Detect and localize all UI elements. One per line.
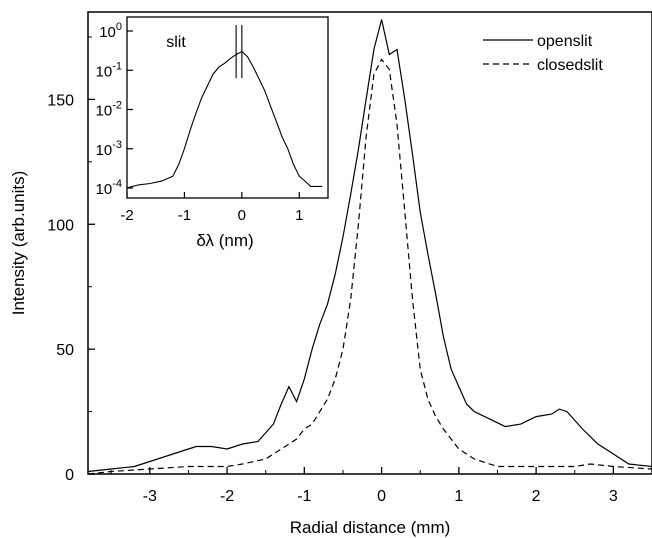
inset-x-tick-label: -1: [178, 207, 191, 224]
x-tick-label: -3: [143, 488, 157, 505]
inset-axis-ticks: -2 -1 0 1 100 10-1 10-2 10-3 10-4: [96, 21, 304, 224]
x-tick-label: 1: [454, 488, 463, 505]
inset-y-tick-label: 10-2: [96, 100, 122, 120]
inset-y-tick-label: 10-3: [96, 139, 122, 159]
main-series-group: [87, 19, 652, 475]
y-tick-label: 150: [47, 92, 74, 109]
y-tick-label: 0: [65, 467, 74, 484]
y-axis-title: Intensity (arb.units): [9, 171, 28, 316]
inset-x-axis-title: δλ (nm): [196, 231, 253, 250]
inset-title: slit: [166, 34, 186, 51]
x-axis-title: Radial distance (mm): [290, 518, 451, 537]
inset-x-tick-label: -2: [120, 207, 133, 224]
inset-plot: -2 -1 0 1 100 10-1 10-2 10-3 10-4 slit δλ (nm): [96, 16, 329, 250]
y-tick-label: 50: [56, 342, 74, 359]
x-tick-label: 0: [377, 488, 386, 505]
legend-label-closedslit: closedslit: [537, 57, 603, 74]
x-tick-label: -1: [297, 488, 311, 505]
series-line-closedslit: [87, 58, 652, 475]
inset-spectrum-line: [126, 50, 323, 189]
inset-frame: [126, 16, 329, 199]
legend-label-openslit: openslit: [537, 33, 593, 50]
inset-y-tick-label: 10-1: [96, 60, 122, 80]
legend: openslit closedslit: [483, 33, 603, 74]
inset-y-tick-label: 100: [99, 21, 122, 41]
inset-x-tick-label: 1: [295, 207, 303, 224]
inset-series-group: [126, 25, 323, 189]
x-tick-label: 3: [609, 488, 618, 505]
inset-y-tick-label: 10-4: [96, 178, 122, 198]
x-tick-label: 2: [532, 488, 541, 505]
y-tick-label: 100: [47, 217, 74, 234]
x-tick-label: -2: [220, 488, 234, 505]
main-axis-ticks: -3 -2 -1 0 1 2 3 0 50 100 150: [47, 36, 652, 505]
series-line-openslit: [87, 19, 652, 473]
inset-x-tick-label: 0: [238, 207, 246, 224]
main-plot-frame: [87, 11, 652, 475]
